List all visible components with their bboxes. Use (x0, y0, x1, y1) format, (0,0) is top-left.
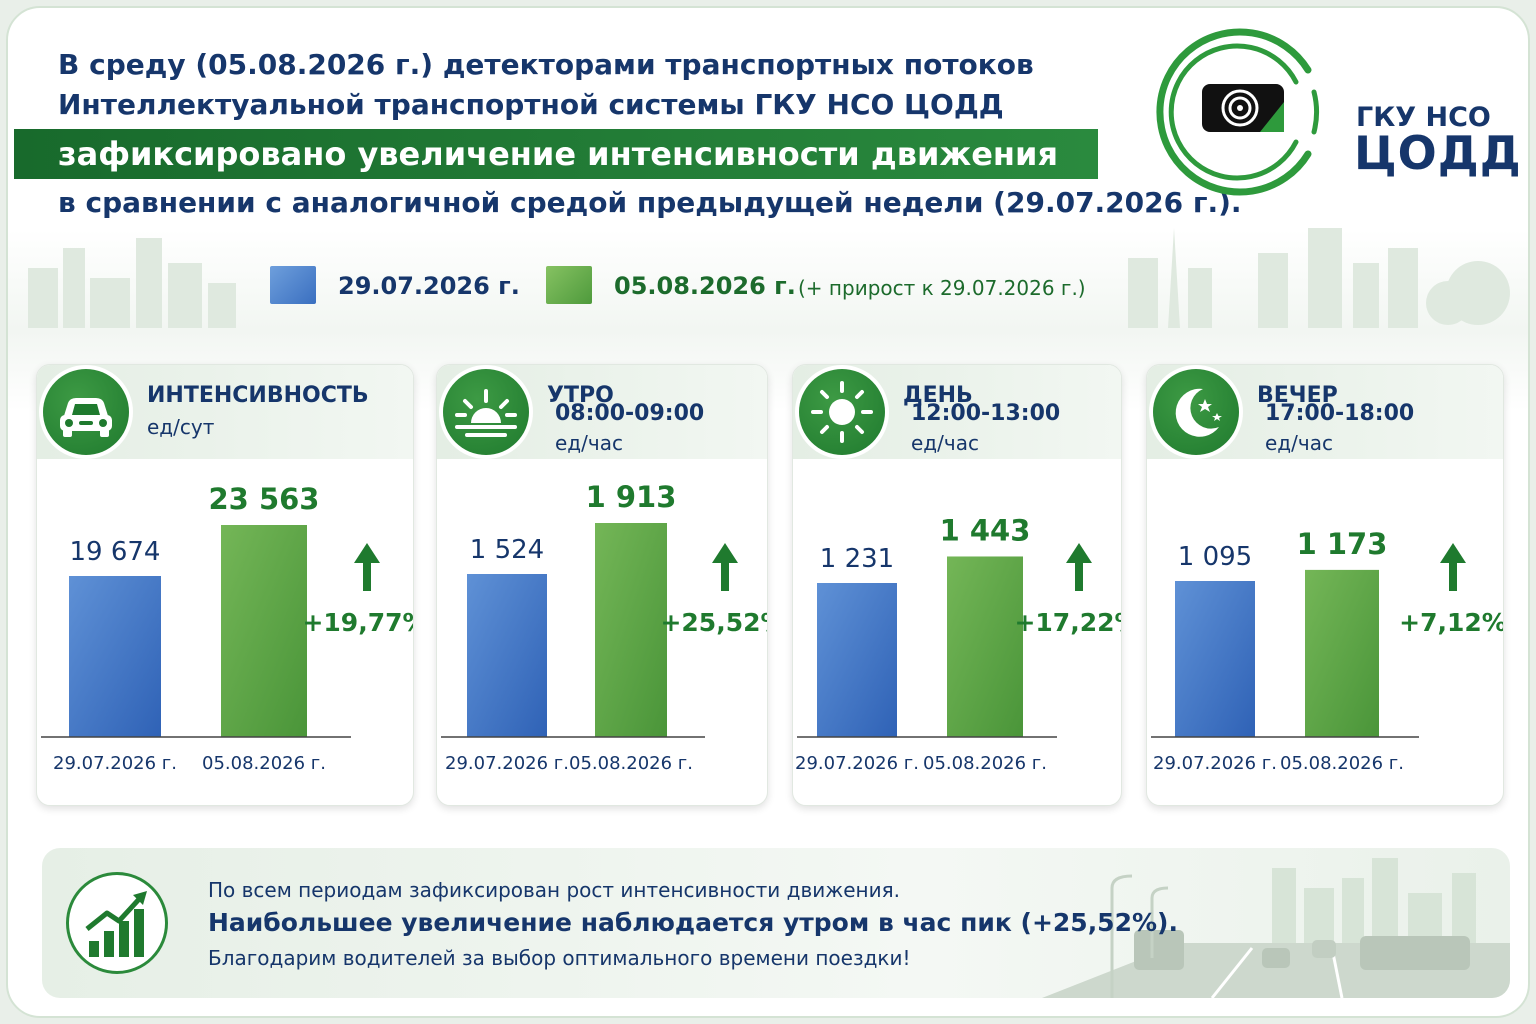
header-line-4: в сравнении с аналогичной средой предыду… (58, 186, 1242, 219)
bar-curr (947, 556, 1023, 737)
growth-percent-label: +19,77% (302, 608, 414, 637)
panel-header: ДЕНЬ 12:00-13:00 ед/час (793, 365, 1121, 459)
car-icon (43, 369, 129, 455)
summary-line-3: Благодарим водителей за выбор оптимально… (208, 946, 911, 970)
panel-header: УТРО 08:00-09:00 ед/час (437, 365, 767, 459)
bar-value-label: 1 443 (940, 513, 1031, 547)
panel-header: ВЕЧЕР 17:00-18:00 ед/час (1147, 365, 1503, 459)
bar-value-label: 1 173 (1297, 527, 1388, 561)
panel-unit: ед/час (911, 431, 979, 455)
bar-curr (595, 523, 667, 737)
category-label: 29.07.2026 г. (1153, 753, 1277, 774)
panel-unit: ед/час (1265, 431, 1333, 455)
panel-title: УТРО (547, 383, 614, 408)
header-highlight-band: зафиксировано увеличение интенсивности д… (14, 129, 1098, 179)
legend-swatch-curr (546, 266, 592, 304)
panel-title: ДЕНЬ (903, 383, 973, 408)
city-skyline-decoration (28, 228, 1510, 328)
bar-chart: 1 231 29.07.2026 г. 1 443 05.08.2026 г. +17,… (795, 513, 1122, 774)
panel-time-range: 08:00-09:00 (555, 401, 705, 426)
category-label: 29.07.2026 г. (795, 753, 919, 774)
bar-value-label: 1 524 (470, 535, 544, 565)
legend-swatch-prev (270, 266, 316, 304)
bar-curr (221, 525, 307, 737)
codd-logo-icon (1156, 28, 1320, 196)
category-label: 29.07.2026 г. (445, 753, 569, 774)
panel-unit: ед/час (555, 431, 623, 455)
bar-prev (817, 583, 897, 737)
panel-time-range: 12:00-13:00 (911, 401, 1061, 426)
panel-title: ИНТЕНСИВНОСТЬ (147, 383, 369, 408)
growth-arrow-icon (354, 543, 380, 591)
summary-box: По всем периодам зафиксирован рост интен… (42, 848, 1510, 998)
panel-day: ДЕНЬ 12:00-13:00 ед/час 1 231 29.07.2026 … (792, 364, 1122, 806)
bar-value-label: 1 231 (820, 544, 894, 574)
panel-morning: УТРО 08:00-09:00 ед/час 1 524 29.07.2026 … (436, 364, 768, 806)
header-line-1: В среду (05.08.2026 г.) детекторами тран… (58, 48, 1034, 81)
category-label: 05.08.2026 г. (1280, 753, 1404, 774)
growth-percent-label: +25,52% (660, 608, 768, 637)
logo-text-codd: ЦОДД (1354, 126, 1522, 180)
legend-note: (+ прирост к 29.07.2026 г.) (798, 276, 1086, 300)
bar-value-label: 19 674 (70, 537, 161, 567)
bar-prev (467, 574, 547, 737)
panel-title: ВЕЧЕР (1257, 383, 1338, 408)
summary-line-1: По всем периодам зафиксирован рост интен… (208, 878, 901, 902)
panel-time-range: 17:00-18:00 (1265, 401, 1415, 426)
bar-chart: 19 674 29.07.2026 г. 23 563 05.08.2026 г. +1… (41, 482, 414, 774)
road-traffic-decoration (1042, 858, 1510, 998)
panel-unit: ед/сут (147, 415, 215, 439)
growth-percent-label: +17,22% (1014, 608, 1122, 637)
bar-chart: 1 524 29.07.2026 г. 1 913 05.08.2026 г. +25,… (441, 480, 768, 774)
sun-icon (799, 369, 885, 455)
category-label: 05.08.2026 г. (923, 753, 1047, 774)
growth-arrow-icon (1440, 543, 1466, 591)
growth-percent-label: +7,12% (1399, 608, 1504, 637)
infographic-frame: В среду (05.08.2026 г.) детекторами тран… (6, 6, 1530, 1018)
bar-chart: 1 095 29.07.2026 г. 1 173 05.08.2026 г. +7,1… (1151, 527, 1504, 774)
panel-header: ИНТЕНСИВНОСТЬ ед/сут (37, 365, 413, 459)
category-label: 05.08.2026 г. (202, 753, 326, 774)
bar-value-label: 1 095 (1178, 542, 1252, 572)
summary-line-2: Наибольшее увеличение наблюдается утром … (208, 908, 1178, 937)
moon-icon (1153, 369, 1239, 455)
growth-chart-icon (66, 872, 168, 974)
growth-arrow-icon (712, 543, 738, 591)
bar-value-label: 1 913 (586, 480, 677, 514)
bar-curr (1305, 569, 1379, 737)
bar-prev (1175, 581, 1255, 737)
sunrise-icon (443, 369, 529, 455)
panel-evening: ВЕЧЕР 17:00-18:00 ед/час 1 095 29.07.2026… (1146, 364, 1504, 806)
bar-prev (69, 576, 161, 737)
bar-value-label: 23 563 (209, 482, 320, 516)
category-label: 29.07.2026 г. (53, 753, 177, 774)
legend-label-prev: 29.07.2026 г. (338, 272, 520, 300)
panel-intensity: ИНТЕНСИВНОСТЬ ед/сут 19 674 29.07.2026 г.… (36, 364, 414, 806)
growth-arrow-icon (1066, 543, 1092, 591)
header-line-2: Интеллектуальной транспортной системы ГК… (58, 88, 1004, 121)
legend-label-curr: 05.08.2026 г. (614, 272, 796, 300)
logo-text-gku: ГКУ НСО (1356, 102, 1491, 133)
category-label: 05.08.2026 г. (569, 753, 693, 774)
